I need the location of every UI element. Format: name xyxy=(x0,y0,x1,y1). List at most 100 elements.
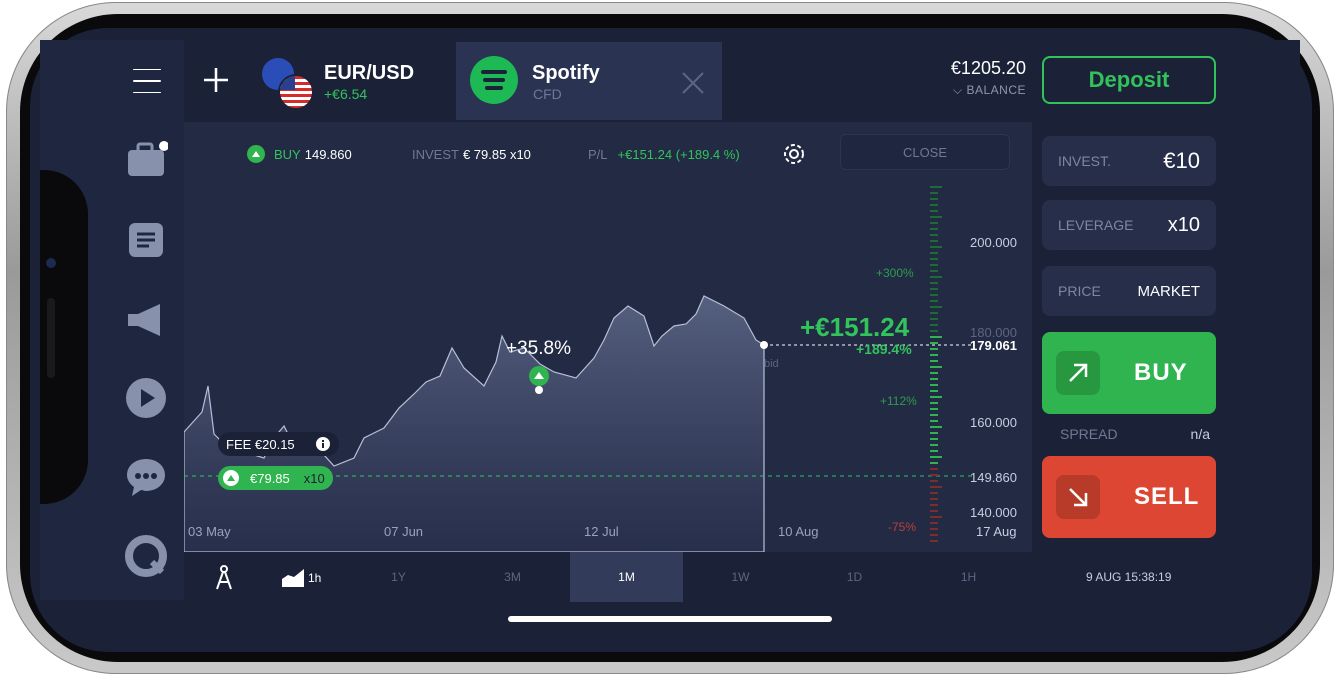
scale-tick xyxy=(930,228,938,230)
history-icon[interactable] xyxy=(126,220,166,260)
support-icon[interactable] xyxy=(124,534,168,578)
entry-invest: €79.85 xyxy=(250,470,290,486)
scale-tick xyxy=(930,420,938,422)
close-position-button[interactable]: CLOSE xyxy=(840,134,1010,170)
scale-tick xyxy=(930,468,938,470)
balance-widget[interactable]: €1205.20 ⌵ BALANCE xyxy=(951,58,1026,98)
add-tab-icon[interactable] xyxy=(200,64,232,96)
change-marker-label: +35.8% xyxy=(506,338,571,359)
entry-leverage: x10 xyxy=(303,470,325,486)
scale-tick xyxy=(930,318,938,320)
scale-tick xyxy=(930,348,938,350)
buy-button[interactable]: BUY xyxy=(1042,332,1216,414)
info-icon[interactable] xyxy=(315,436,331,452)
spread-label: SPREAD xyxy=(1060,426,1118,442)
price-chart[interactable] xyxy=(184,176,1032,552)
position-invest-value: € 79.85 x10 xyxy=(462,146,531,162)
tf-1h[interactable]: 1H xyxy=(960,570,977,584)
portfolio-icon[interactable] xyxy=(124,140,168,180)
deposit-button[interactable]: Deposit xyxy=(1042,56,1216,104)
price-value[interactable]: MARKET xyxy=(1137,282,1200,300)
scale-label-112: +112% xyxy=(880,394,917,408)
scale-tick xyxy=(930,306,942,308)
fee-badge[interactable]: FEE €20.15 xyxy=(218,432,339,456)
y-tick-200: 200.000 xyxy=(970,235,1017,250)
scale-tick xyxy=(930,330,938,332)
spotify-type: CFD xyxy=(533,86,562,102)
top-bar xyxy=(184,40,1300,122)
scale-tick xyxy=(930,390,938,392)
menu-icon[interactable] xyxy=(132,64,162,98)
scale-tick xyxy=(930,282,938,284)
price-label: PRICE xyxy=(1058,283,1101,299)
home-indicator[interactable] xyxy=(508,616,832,622)
scale-tick xyxy=(930,360,938,362)
price-field[interactable]: PRICE MARKET xyxy=(1042,266,1216,316)
scale-tick xyxy=(930,192,938,194)
scale-label-300: +300% xyxy=(876,266,914,280)
scale-tick xyxy=(930,240,938,242)
current-price-dot xyxy=(760,341,768,349)
scale-tick xyxy=(930,492,938,494)
spread-row: SPREAD n/a xyxy=(1060,426,1210,442)
position-pl-value: +€151.24 (+189.4 %) xyxy=(617,146,740,162)
balance-amount: €1205.20 xyxy=(950,58,1026,78)
price-area xyxy=(184,295,765,552)
scale-tick xyxy=(930,480,938,482)
eurusd-change: +€6.54 xyxy=(324,86,368,102)
scale-tick xyxy=(930,342,938,344)
y-tick-160: 160.000 xyxy=(970,415,1017,430)
y-tick-140: 140.000 xyxy=(970,505,1017,520)
scale-tick xyxy=(930,234,938,236)
chart-type-button[interactable]: 1h xyxy=(282,566,332,590)
tf-1d[interactable]: 1D xyxy=(846,570,863,584)
scale-tick xyxy=(930,474,938,476)
tf-3m[interactable]: 3M xyxy=(504,570,521,584)
buy-label: BUY xyxy=(1134,359,1188,386)
chat-icon[interactable] xyxy=(124,456,168,500)
trade-marker-icon[interactable] xyxy=(528,366,550,396)
area-chart-icon xyxy=(282,569,304,587)
tf-1y[interactable]: 1Y xyxy=(391,570,406,584)
position-invest: INVEST € 79.85 x10 xyxy=(412,144,531,164)
invest-value[interactable]: €10 xyxy=(1163,148,1200,173)
scale-label-minus75: -75% xyxy=(888,520,917,534)
eurusd-symbol[interactable]: EUR/USD xyxy=(324,62,415,84)
speaker-grille xyxy=(47,298,55,378)
chart-timeframe: 1h xyxy=(308,571,322,585)
scale-tick xyxy=(930,426,942,428)
position-buy: BUY 149.860 xyxy=(246,144,352,164)
tf-1w[interactable]: 1W xyxy=(731,570,750,584)
megaphone-icon[interactable] xyxy=(124,300,168,340)
entry-badge[interactable]: €79.85 x10 xyxy=(218,466,333,490)
profit-amount: +€151.24 xyxy=(800,312,910,342)
position-pl: P/L +€151.24 (+189.4 %) xyxy=(588,144,740,164)
scale-tick xyxy=(930,204,938,206)
video-tutorial-icon[interactable] xyxy=(124,376,168,420)
close-tab-icon[interactable] xyxy=(676,66,710,100)
scale-tick xyxy=(930,498,938,500)
spread-value: n/a xyxy=(1190,426,1210,442)
scale-tick xyxy=(930,264,938,266)
leverage-field[interactable]: LEVERAGE x10 xyxy=(1042,200,1216,250)
scale-tick xyxy=(930,456,942,458)
invest-field[interactable]: INVEST. €10 xyxy=(1042,136,1216,186)
sell-button[interactable]: SELL xyxy=(1042,456,1216,538)
position-buy-label: BUY xyxy=(274,146,301,162)
us-flag-icon xyxy=(278,74,314,110)
tf-1m[interactable]: 1M xyxy=(570,552,683,602)
scale-tick xyxy=(930,222,938,224)
profit-percent: +189.4% xyxy=(856,341,912,357)
scale-tick xyxy=(930,444,938,446)
scale-tick xyxy=(930,432,938,434)
settings-gear-icon[interactable] xyxy=(780,140,808,168)
sell-label: SELL xyxy=(1134,483,1200,510)
scale-tick xyxy=(930,528,938,530)
profit-scale-ruler xyxy=(930,186,942,548)
scale-tick xyxy=(930,516,942,518)
drawing-tools-icon[interactable] xyxy=(212,564,236,592)
leverage-value[interactable]: x10 xyxy=(1167,213,1200,236)
scale-tick xyxy=(930,258,938,260)
clock: 9 AUG 15:38:19 xyxy=(1086,570,1172,584)
spotify-name[interactable]: Spotify xyxy=(532,62,600,84)
